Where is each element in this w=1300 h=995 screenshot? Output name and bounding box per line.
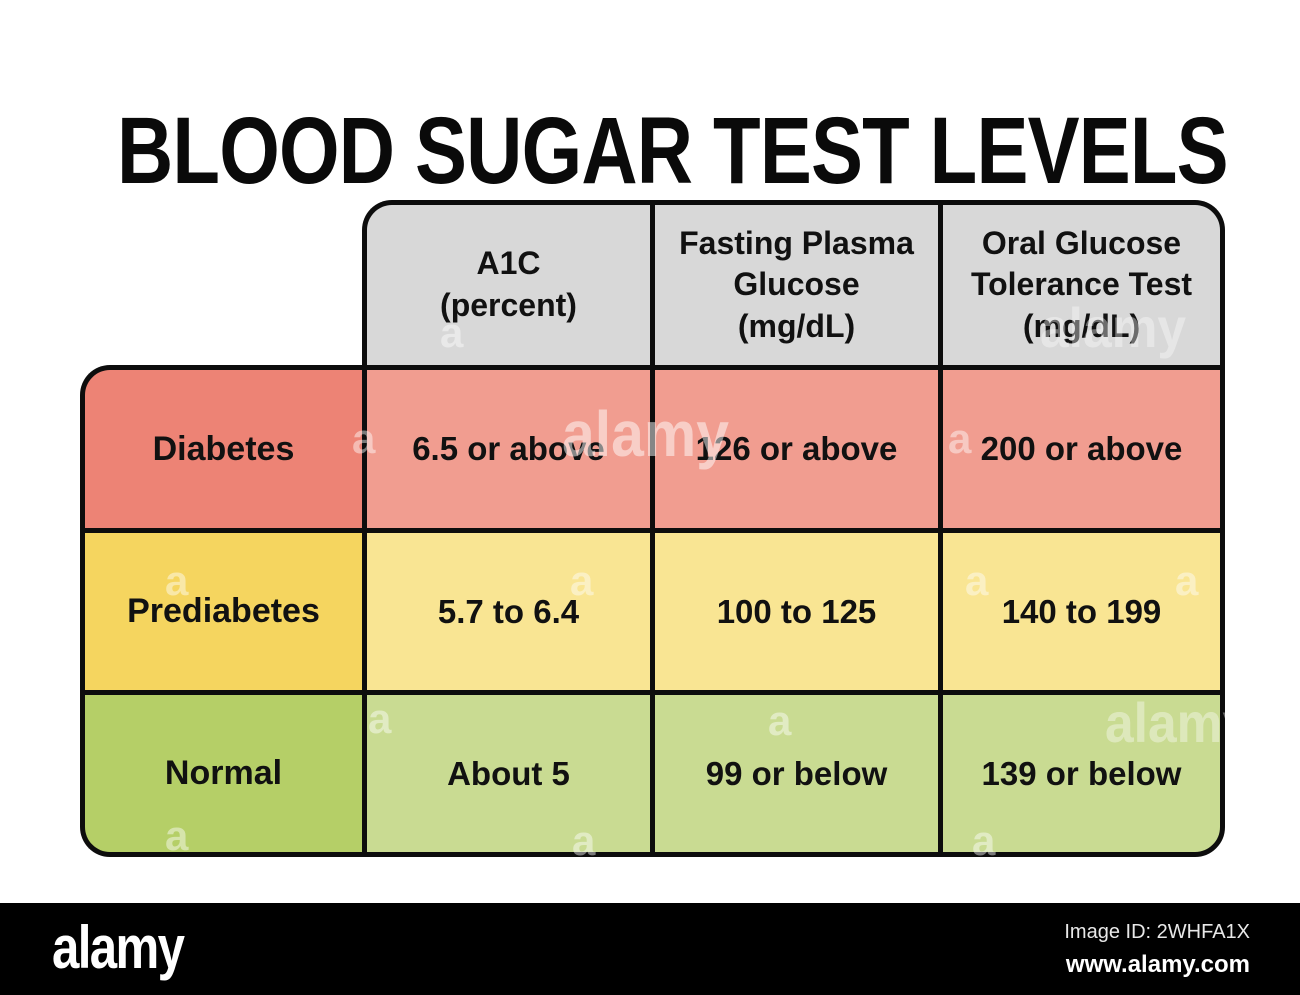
watermark-letter: a — [175, 49, 199, 96]
cell-normal-a1c: About 5 — [362, 690, 650, 857]
cell-prediabetes-a1c: 5.7 to 6.4 — [362, 528, 650, 690]
cell-prediabetes-fpg: 100 to 125 — [650, 528, 938, 690]
cell-prediabetes-ogtt: 140 to 199 — [938, 528, 1225, 690]
cell-diabetes-a1c: 6.5 or above — [362, 365, 650, 528]
watermark-letter: a — [585, 49, 609, 96]
col-header-oral-glucose-tolerance-test: Oral Glucose Tolerance Test (mg/dL) — [938, 200, 1225, 365]
page-title: BLOOD SUGAR TEST LEVELS — [117, 97, 1229, 204]
cell-diabetes-ogtt: 200 or above — [938, 365, 1225, 528]
footer-bar: alamy Image ID: 2WHFA1X www.alamy.com — [0, 903, 1300, 995]
watermark-letter: a — [980, 49, 1004, 96]
alamy-logo: alamy — [52, 914, 185, 981]
image-id-label: Image ID: 2WHFA1X — [1064, 921, 1250, 943]
cell-normal-ogtt: 139 or below — [938, 690, 1225, 857]
footer-credits: Image ID: 2WHFA1X www.alamy.com — [1064, 921, 1250, 979]
col-header-fasting-plasma-glucose: Fasting Plasma Glucose (mg/dL) — [650, 200, 938, 365]
col-header-a1c: A1C (percent) — [362, 200, 650, 365]
empty-header-cell — [80, 200, 362, 365]
cell-normal-fpg: 99 or below — [650, 690, 938, 857]
alamy-url: www.alamy.com — [1065, 951, 1250, 978]
watermark-brand: alamy — [0, 714, 29, 777]
row-label-normal: Normal — [80, 690, 362, 857]
row-label-diabetes: Diabetes — [80, 365, 362, 528]
cell-diabetes-fpg: 126 or above — [650, 365, 938, 528]
row-label-prediabetes: Prediabetes — [80, 528, 362, 690]
blood-sugar-table: A1C (percent) Fasting Plasma Glucose (mg… — [80, 200, 1225, 857]
